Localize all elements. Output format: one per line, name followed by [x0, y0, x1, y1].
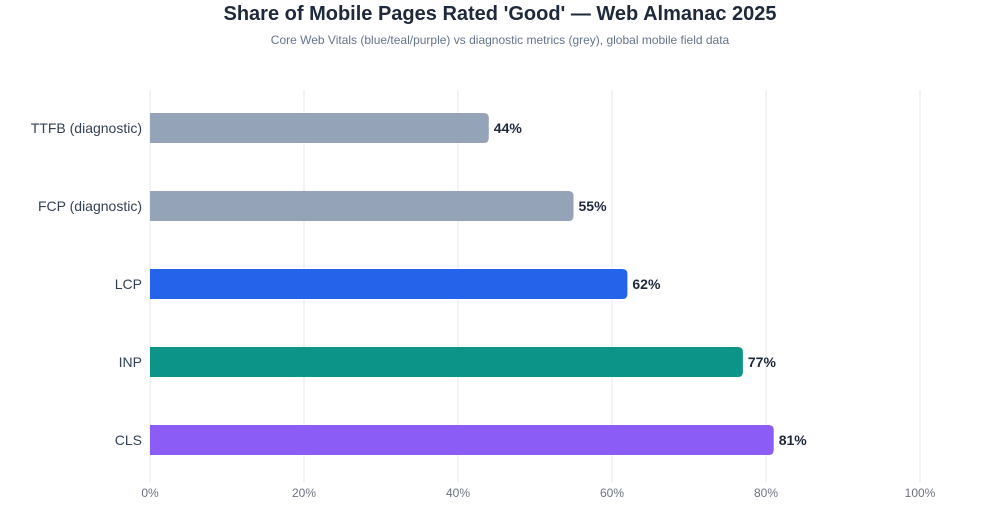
x-tick-label: 20%: [292, 486, 316, 500]
x-tick-label: 80%: [754, 486, 778, 500]
bar: [150, 269, 628, 299]
bar: [150, 113, 489, 143]
category-label: FCP (diagnostic): [38, 198, 142, 214]
data-label: 44%: [494, 120, 523, 136]
chart-subtitle: Core Web Vitals (blue/teal/purple) vs di…: [270, 33, 730, 47]
bar: [150, 191, 574, 221]
data-labels: 44% 55% 62% 77% 81%: [494, 120, 807, 448]
data-label: 55%: [579, 198, 608, 214]
category-label: CLS: [115, 432, 142, 448]
data-label: 81%: [779, 432, 808, 448]
category-label: LCP: [115, 276, 142, 292]
bar: [150, 347, 743, 377]
chart-title: Share of Mobile Pages Rated 'Good' — Web…: [223, 3, 777, 25]
x-tick-label: 100%: [905, 486, 936, 500]
x-tick-label: 60%: [600, 486, 624, 500]
data-label: 62%: [632, 276, 661, 292]
data-label: 77%: [748, 354, 777, 370]
category-label: TTFB (diagnostic): [31, 120, 142, 136]
x-tick-label: 40%: [446, 486, 470, 500]
bar: [150, 425, 774, 455]
bars: [150, 113, 774, 455]
x-tick-label: 0%: [141, 486, 159, 500]
category-label: INP: [119, 354, 142, 370]
category-labels: TTFB (diagnostic) FCP (diagnostic) LCP INP C…: [31, 120, 142, 448]
x-axis-ticks: 0% 20% 40% 60% 80% 100%: [141, 486, 935, 500]
